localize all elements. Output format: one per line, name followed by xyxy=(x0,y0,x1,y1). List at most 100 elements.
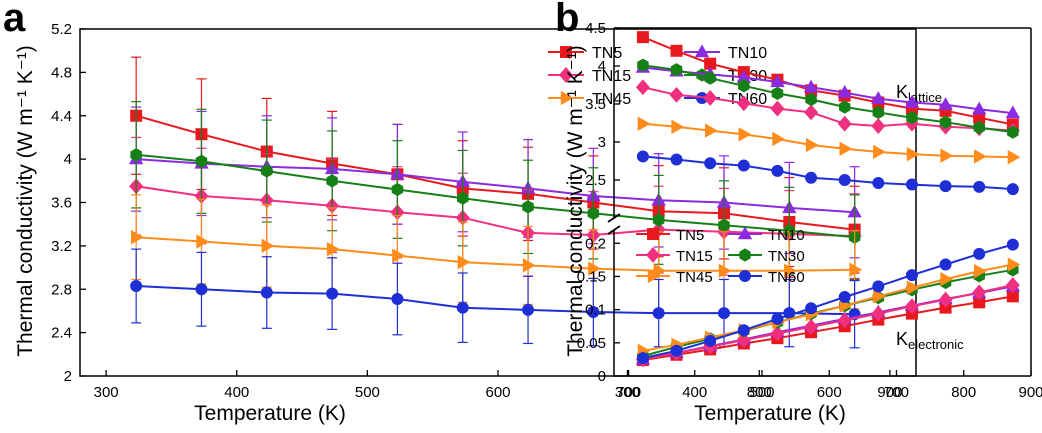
legend-marker xyxy=(647,268,661,284)
data-point xyxy=(738,79,750,93)
data-point xyxy=(838,291,851,304)
panel-a-x-tick-label: 400 xyxy=(224,384,249,401)
legend-marker xyxy=(739,248,751,262)
data-point xyxy=(738,127,752,142)
data-point xyxy=(736,95,751,112)
k-lattice-annotation: Klattice xyxy=(896,82,942,105)
data-point xyxy=(772,131,786,147)
data-point xyxy=(669,86,684,103)
data-point xyxy=(522,303,535,316)
panel-b-lattice-series-tn30 xyxy=(637,58,1019,139)
data-point xyxy=(670,153,683,166)
data-point xyxy=(904,298,919,315)
panel-b-y-tick-label: 4 xyxy=(598,58,606,75)
series-line xyxy=(642,155,1013,191)
data-point xyxy=(805,302,818,315)
panel-b-y-axis-label: Thermal conductivity (W m⁻¹ K⁻¹) xyxy=(564,45,587,357)
series-line xyxy=(135,114,855,231)
data-point xyxy=(973,247,986,260)
legend-marker xyxy=(694,44,710,58)
legend-label: TN15 xyxy=(676,248,713,265)
data-point xyxy=(837,312,852,329)
data-point xyxy=(130,279,143,292)
panel-b-x-tick-label: 500 xyxy=(749,384,774,401)
data-point xyxy=(784,263,797,278)
data-point xyxy=(905,269,918,282)
data-point xyxy=(871,305,886,322)
data-point xyxy=(718,263,732,278)
data-point xyxy=(849,262,863,277)
data-point xyxy=(131,230,144,245)
data-point xyxy=(736,332,751,349)
series-line xyxy=(136,185,855,238)
panel-b-electronic-series-tn60 xyxy=(636,238,1019,365)
data-point xyxy=(904,94,920,108)
data-point xyxy=(805,171,818,184)
panel-a-x-tick-label: 900 xyxy=(877,384,902,401)
data-point xyxy=(872,105,885,119)
legend-item-tn10: TN10 xyxy=(728,226,805,244)
panel-a-x-axis-label: Temperature (K) xyxy=(194,402,346,425)
series-line xyxy=(136,285,855,316)
data-point xyxy=(637,58,649,72)
data-point xyxy=(1007,150,1021,165)
panel-b-x-tick-label: 600 xyxy=(817,384,842,401)
data-point xyxy=(972,284,987,301)
data-point xyxy=(637,116,651,131)
data-point xyxy=(195,283,208,296)
panel-a-x-tick-label: 600 xyxy=(485,384,510,401)
data-point xyxy=(636,31,649,44)
panel-b: b Thermal conductivity (W m⁻¹ K⁻¹) Tempe… xyxy=(555,0,1042,425)
legend-label: TN60 xyxy=(768,269,805,286)
panel-a-y-tick-label: 3.6 xyxy=(51,195,72,212)
data-point xyxy=(804,318,819,335)
series-line xyxy=(136,153,855,239)
data-point xyxy=(391,182,404,197)
legend-item-tn5: TN5 xyxy=(636,227,704,244)
data-point xyxy=(938,291,953,308)
data-point xyxy=(703,90,718,106)
legend-item-tn15: TN15 xyxy=(548,67,631,85)
data-point xyxy=(872,177,885,190)
data-point xyxy=(391,293,404,306)
data-point xyxy=(837,115,852,132)
data-point xyxy=(1007,257,1021,272)
data-point xyxy=(839,141,853,157)
data-point xyxy=(939,258,952,271)
panel-b-x-tick-label: 300 xyxy=(615,384,640,401)
panel-a-x-tick-label: 800 xyxy=(747,384,772,401)
panel-a-y-tick-label: 4 xyxy=(64,151,72,168)
data-point xyxy=(652,307,665,320)
panel-a-y-tick-label: 4.4 xyxy=(51,108,72,125)
data-point xyxy=(392,248,406,263)
data-point xyxy=(737,324,750,337)
panel-b-lattice-series-tn60 xyxy=(636,150,1019,196)
legend-label: TN30 xyxy=(768,248,805,265)
panel-b-lattice-series-tn10 xyxy=(635,59,1021,119)
data-point xyxy=(671,119,685,134)
data-point xyxy=(803,79,819,93)
legend-marker xyxy=(737,226,753,240)
data-point xyxy=(771,86,784,100)
panel-a-y-axis-label: Thermal conductivity (W m⁻¹ K⁻¹) xyxy=(14,45,37,357)
data-point xyxy=(770,325,785,342)
legend-marker xyxy=(739,270,751,282)
data-point xyxy=(457,254,471,270)
data-point xyxy=(457,191,469,205)
data-point xyxy=(704,334,717,347)
panel-b-y-tick-label: 2.5 xyxy=(585,172,606,189)
data-point xyxy=(839,100,851,114)
legend-marker xyxy=(646,247,660,263)
data-point xyxy=(771,312,784,325)
panel-a-y-tick-label: 2.4 xyxy=(51,325,72,342)
data-point xyxy=(130,148,142,162)
legend-item-tn60: TN60 xyxy=(728,269,805,286)
panel-a: a Thermal conductivity (W m⁻¹ K⁻¹) Tempe… xyxy=(3,0,917,425)
data-point xyxy=(1005,105,1021,119)
data-point xyxy=(805,137,819,153)
data-point xyxy=(873,289,886,304)
panel-b-label: b xyxy=(555,0,579,40)
data-point xyxy=(326,174,338,188)
panel-b-y-tick-label: 3 xyxy=(598,134,606,151)
legend-label: TN45 xyxy=(592,91,631,108)
